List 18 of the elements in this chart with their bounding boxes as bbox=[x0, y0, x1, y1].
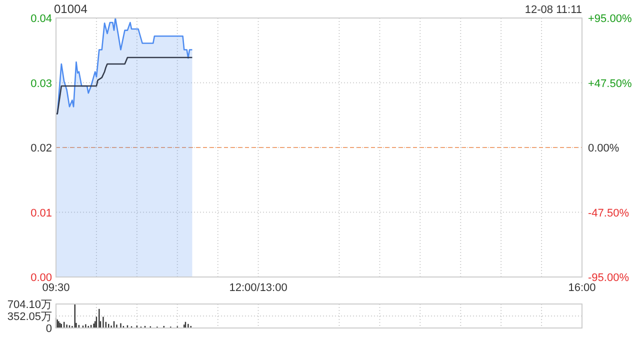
x-tick-label: 16:00 bbox=[568, 282, 596, 294]
y-tick-label: 0.01 bbox=[30, 207, 52, 220]
y-tick-label: 0.04 bbox=[30, 13, 52, 25]
y2-tick-label: -47.50% bbox=[588, 207, 630, 220]
y2-tick-label: 0.00% bbox=[588, 142, 620, 154]
y2-tick-label: +47.50% bbox=[588, 78, 632, 90]
y-tick-label: 0.02 bbox=[30, 142, 52, 154]
chart-title: 01004 bbox=[54, 2, 88, 16]
y-tick-label: 352.05万 bbox=[7, 311, 52, 323]
y-tick-label: 0.03 bbox=[30, 78, 52, 90]
x-tick-label: 09:30 bbox=[42, 282, 70, 294]
x-tick-label: 12:00/13:00 bbox=[229, 282, 288, 294]
text: 12-08 11:11 bbox=[524, 4, 582, 16]
y-tick-label: 0 bbox=[46, 323, 52, 335]
y2-tick-label: +95.00% bbox=[588, 13, 632, 25]
y2-tick-label: -95.00% bbox=[588, 272, 630, 284]
y-tick-label: 0.00 bbox=[30, 272, 52, 284]
y-tick-label: 704.10万 bbox=[7, 299, 52, 311]
